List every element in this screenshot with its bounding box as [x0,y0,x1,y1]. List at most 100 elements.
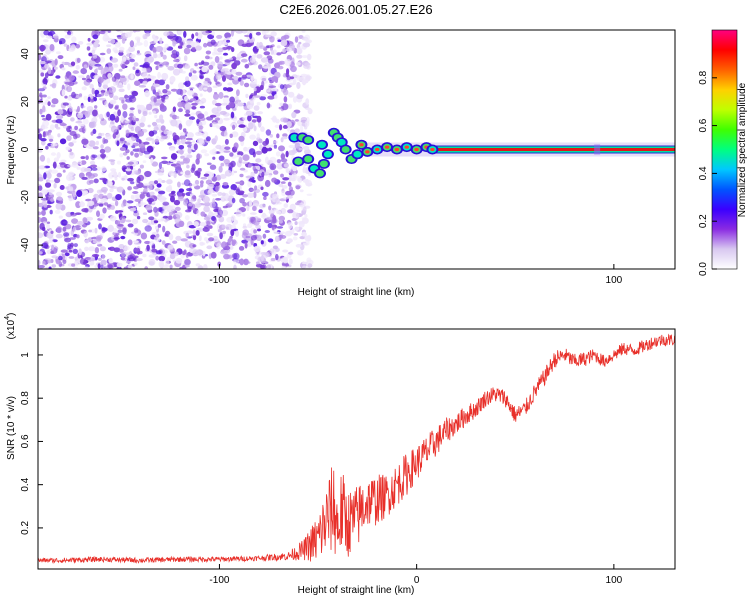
noise-speck [129,107,135,111]
noise-speck [90,164,98,168]
noise-speck [49,138,54,142]
noise-speck [72,191,77,198]
noise-speck [96,154,102,160]
noise-speck [184,103,192,110]
noise-speck [103,202,109,206]
signal-blob-core [304,155,313,163]
noise-speck [113,63,119,68]
noise-speck [218,207,222,214]
noise-speck [284,84,292,88]
noise-speck [188,86,195,90]
noise-speck [173,138,177,145]
noise-speck [276,61,283,66]
noise-speck [301,30,306,33]
noise-speck [73,243,79,248]
noise-speck [253,87,257,92]
noise-speck [122,227,127,235]
noise-speck [201,242,206,246]
noise-speck [54,209,61,214]
noise-speck [133,262,138,266]
noise-speck [65,146,71,151]
noise-speck [223,117,231,121]
noise-speck [56,196,63,201]
noise-speck [225,226,229,230]
noise-speck [245,235,251,239]
noise-speck [304,120,310,127]
noise-speck [135,258,143,262]
noise-speck [219,56,223,60]
noise-speck [306,259,314,265]
noise-speck [302,242,308,246]
noise-speck [130,53,136,59]
noise-speck [88,262,95,266]
noise-speck [94,68,98,74]
noise-speck [163,31,170,37]
noise-speck [55,202,62,210]
noise-speck [178,168,182,171]
noise-speck [227,201,234,206]
noise-speck [122,152,128,156]
noise-speck [185,209,192,213]
noise-speck [83,266,91,269]
noise-speck [96,136,102,139]
noise-speck [206,232,214,237]
noise-speck [38,128,41,134]
noise-speck [302,179,308,183]
noise-speck [96,210,100,217]
noise-speck [114,200,119,207]
noise-speck [144,170,152,178]
noise-speck [236,89,240,97]
noise-speck [256,133,260,139]
noise-speck [114,49,119,54]
noise-speck [68,171,75,176]
noise-speck [136,215,141,220]
noise-speck [263,51,271,56]
noise-speck [106,44,112,47]
noise-speck [215,185,220,192]
noise-speck [242,225,248,229]
noise-speck [119,216,126,224]
noise-speck [288,224,293,230]
noise-speck [199,93,203,97]
noise-speck [114,41,121,48]
noise-speck [204,111,209,116]
noise-speck [95,236,102,242]
noise-speck [51,98,59,105]
noise-speck [75,120,83,124]
noise-speck [223,150,231,153]
noise-speck [231,197,236,204]
noise-speck [256,115,262,123]
noise-speck [187,39,192,44]
noise-speck [93,178,99,184]
noise-speck [133,247,141,252]
noise-speck [146,146,154,153]
noise-speck [247,181,252,188]
noise-speck [69,152,74,156]
noise-speck [162,215,169,219]
noise-speck [87,37,91,42]
noise-speck [108,246,116,251]
y-tick-label: 40 [20,48,31,60]
noise-speck [207,189,213,196]
noise-speck [47,180,55,183]
noise-speck [157,53,162,59]
noise-speck [235,230,239,237]
noise-speck [296,47,303,55]
noise-speck [56,51,61,55]
noise-speck [218,165,223,173]
noise-speck [265,147,273,152]
noise-speck [192,249,200,256]
noise-speck [129,40,135,48]
noise-speck [127,161,134,165]
noise-speck [286,121,292,128]
noise-speck [199,222,207,227]
noise-speck [46,157,51,164]
noise-speck [214,70,219,75]
noise-speck [157,71,162,79]
noise-speck [201,119,207,126]
noise-speck [98,203,104,207]
noise-speck [94,247,100,254]
noise-speck [78,172,85,179]
noise-speck [124,32,132,38]
noise-speck [291,218,297,221]
